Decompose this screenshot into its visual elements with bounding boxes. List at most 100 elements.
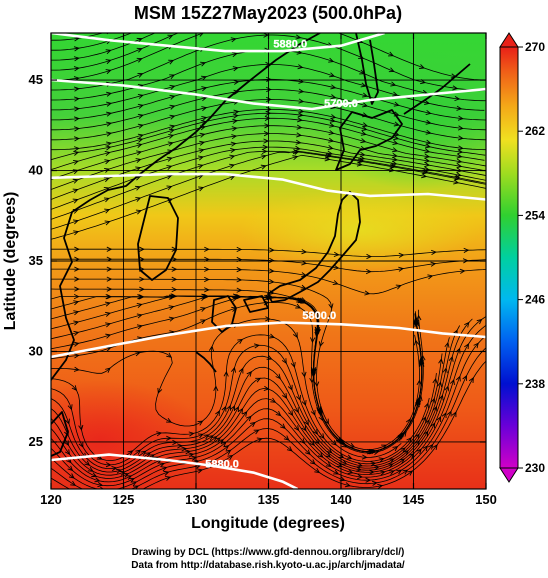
streamline-arrow (364, 290, 371, 296)
streamline-arrow (168, 59, 175, 65)
streamline-arrow (327, 150, 334, 156)
streamline-arrow (282, 393, 288, 399)
streamline-arrow (168, 133, 175, 139)
streamline-arrow (73, 150, 80, 156)
streamline-arrow (358, 157, 365, 163)
streamline-arrow (330, 84, 337, 90)
streamline-arrow (296, 124, 303, 130)
streamline-arrow (73, 341, 80, 347)
streamline-arrow (371, 480, 378, 486)
streamline-arrow (168, 305, 175, 311)
streamline-arrow (286, 446, 293, 452)
streamline-arrow (106, 111, 113, 117)
streamline-arrow (204, 276, 210, 283)
streamline-arrow (237, 338, 244, 344)
coastline-sakhalin (355, 33, 379, 105)
streamline-arrow (253, 343, 260, 349)
streamline-arrow (231, 134, 238, 140)
streamline-arrow (171, 276, 178, 282)
streamline-arrow (136, 57, 143, 63)
streamline-arrow (106, 131, 113, 137)
streamline-arrow (137, 103, 144, 109)
height-contour (51, 33, 385, 53)
streamline-arrow (104, 311, 111, 317)
streamline-arrow (446, 410, 452, 417)
streamline-arrow (360, 82, 367, 88)
streamline-arrow (91, 472, 98, 478)
streamline-arrow (329, 122, 336, 128)
streamline-arrow (414, 433, 420, 440)
streamline-arrow (171, 266, 178, 272)
streamline-arrow (392, 91, 399, 97)
streamline-arrow (135, 185, 142, 191)
streamline (51, 117, 485, 170)
streamline-arrow (362, 122, 369, 128)
streamline-arrow (268, 247, 275, 253)
streamline-arrow (437, 381, 443, 388)
streamline-arrow (365, 477, 372, 483)
streamline-arrow (201, 96, 208, 102)
streamline-arrow (292, 155, 299, 161)
streamline-arrow (73, 310, 80, 316)
streamline-arrow (230, 141, 237, 147)
x-axis-ticks: 120 125 130 135 140 145 150 (40, 33, 497, 507)
streamline-arrow (100, 486, 105, 489)
streamline-arrow (169, 104, 176, 110)
streamline-arrow (197, 433, 204, 439)
streamline-arrow (402, 469, 409, 475)
streamline-arrow (388, 51, 395, 57)
streamline-arrow (198, 148, 205, 154)
x-tick-label: 130 (185, 492, 207, 507)
streamline-arrow (310, 409, 316, 416)
streamline-arrow (424, 161, 431, 168)
streamline-arrow (456, 153, 463, 159)
streamline-arrow (390, 81, 397, 87)
streamline-arrow (105, 69, 112, 75)
streamline-arrow (330, 114, 337, 120)
streamline-arrow (275, 410, 282, 417)
streamline-arrow (204, 246, 210, 252)
streamline-arrow (457, 149, 464, 155)
streamline-arrow (326, 152, 333, 158)
streamline-arrow (218, 438, 224, 445)
height-contour (51, 78, 486, 111)
streamline-arrow (453, 179, 460, 185)
streamline-arrow (231, 52, 238, 58)
streamline-arrow (207, 435, 214, 441)
streamline-arrow (455, 172, 462, 178)
streamline-arrow (424, 143, 431, 149)
streamline-arrow (413, 339, 420, 346)
streamline-arrow (105, 333, 112, 339)
streamline-arrow (139, 286, 145, 292)
streamline-arrow (390, 163, 397, 169)
coastline-ryukyu (195, 351, 217, 373)
streamline-arrow (236, 246, 243, 253)
streamline-arrow (181, 446, 188, 452)
streamline-arrow (140, 450, 147, 456)
streamline-arrow (230, 366, 237, 373)
grid-lines (51, 33, 486, 489)
streamline-arrow (422, 445, 428, 452)
streamline-arrow (264, 123, 271, 129)
streamline-arrow (449, 378, 455, 385)
streamline-arrow (165, 476, 172, 481)
streamline-arrow (168, 316, 175, 322)
x-tick-label: 120 (40, 492, 62, 507)
streamline-arrow (73, 146, 80, 152)
streamline-arrow (459, 268, 466, 274)
streamline-arrow (139, 246, 145, 252)
contour-label: 5800.0 (302, 310, 336, 322)
streamline-arrow (166, 165, 173, 171)
streamline-arrow (211, 436, 218, 442)
streamline-arrow (424, 419, 430, 426)
contour-label: 5880.0 (205, 458, 239, 470)
streamline-arrow (106, 141, 113, 147)
streamline-arrow (78, 424, 84, 431)
streamline-arrow (405, 418, 411, 425)
streamline-arrow (106, 91, 113, 97)
streamline-arrow (67, 465, 74, 472)
streamline-arrow (444, 341, 450, 348)
streamline-arrow (427, 443, 434, 450)
streamline-arrow (139, 276, 145, 282)
streamline-arrow (72, 178, 79, 184)
